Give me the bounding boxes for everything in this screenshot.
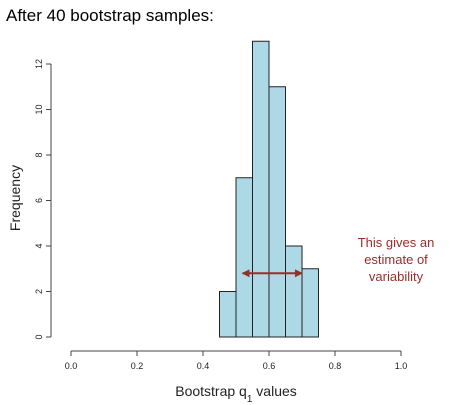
annotation-layer: This gives an estimate of variability — [241, 235, 435, 284]
x-axis: 0.0 0.2 0.4 0.6 0.8 1.0 — [65, 350, 408, 371]
bars-layer — [219, 40, 319, 338]
annotation-text: variability — [369, 269, 424, 284]
x-axis-label: Bootstrap q1 values — [175, 383, 297, 405]
y-tick-label: 2 — [34, 289, 44, 294]
y-tick-label: 6 — [34, 198, 44, 203]
x-tick-label: 0.2 — [131, 361, 144, 371]
y-tick-label: 8 — [34, 152, 44, 157]
y-tick-label: 0 — [34, 334, 44, 339]
chart-heading: After 40 bootstrap samples: — [6, 6, 214, 25]
histogram-bar — [268, 86, 286, 338]
annotation-text: estimate of — [364, 252, 428, 267]
x-tick-label: 1.0 — [395, 361, 408, 371]
x-tick-label: 0.0 — [65, 361, 78, 371]
x-tick-label: 0.6 — [263, 361, 276, 371]
annotation-text: This gives an — [358, 235, 435, 250]
y-axis: 0 2 4 6 8 10 12 — [34, 59, 52, 340]
histogram-bar — [252, 40, 270, 338]
histogram-bar — [235, 177, 253, 338]
histogram-bar — [301, 268, 319, 338]
x-tick-label: 0.4 — [197, 361, 210, 371]
y-tick-label: 12 — [34, 59, 44, 69]
y-axis-label: Frequency — [7, 165, 23, 231]
y-tick-label: 10 — [34, 104, 44, 114]
x-tick-label: 0.8 — [329, 361, 342, 371]
histogram-bar — [285, 245, 303, 338]
y-tick-label: 4 — [34, 243, 44, 248]
histogram-bar — [219, 291, 237, 338]
